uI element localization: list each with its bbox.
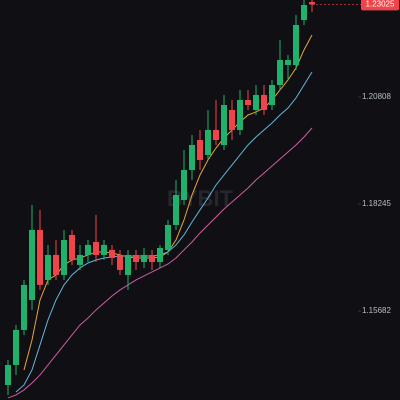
- candle-body: [293, 25, 299, 66]
- candle-body: [53, 254, 59, 275]
- candle-body: [141, 254, 147, 262]
- candle-body: [69, 234, 75, 260]
- price-label: 1.23025: [366, 0, 395, 9]
- candle-body: [237, 99, 243, 130]
- candle-body: [165, 224, 171, 250]
- moving-average: [15, 71, 313, 393]
- candle-body: [149, 254, 155, 262]
- candle-body: [197, 139, 203, 160]
- candle-body: [37, 229, 43, 285]
- candle-body: [181, 169, 187, 200]
- candle-body: [261, 94, 267, 110]
- candle-body: [45, 254, 51, 280]
- candle-body: [221, 104, 227, 145]
- candle-body: [213, 129, 219, 140]
- candle-body: [157, 247, 163, 262]
- y-tick-label: 1.18245: [362, 199, 391, 208]
- candle-body: [285, 59, 291, 66]
- candle-body: [189, 144, 195, 170]
- candle-body: [205, 129, 211, 155]
- candle-body: [101, 244, 107, 255]
- candle-body: [173, 194, 179, 225]
- candle-body: [61, 239, 67, 275]
- candle-body: [29, 229, 35, 300]
- candle-body: [21, 284, 27, 330]
- candle-body: [85, 244, 91, 255]
- y-tick-label: 1.20808: [362, 92, 391, 101]
- candle-body: [5, 364, 11, 385]
- y-tick-label: 1.15682: [362, 306, 391, 315]
- candle-body: [77, 254, 83, 265]
- candle-body: [117, 254, 123, 270]
- candle-body: [269, 85, 275, 105]
- candle-body: [93, 241, 99, 255]
- candle-body: [109, 249, 115, 258]
- candle-body: [13, 329, 19, 365]
- candle-body: [229, 109, 235, 130]
- candle-body: [309, 2, 315, 5]
- candle-body: [253, 94, 259, 110]
- candle-body: [133, 254, 139, 262]
- candle-body: [245, 99, 251, 105]
- candle-body: [277, 59, 283, 86]
- candle-body: [125, 254, 131, 275]
- candle-body: [301, 5, 307, 20]
- price-label-box: [361, 0, 399, 11]
